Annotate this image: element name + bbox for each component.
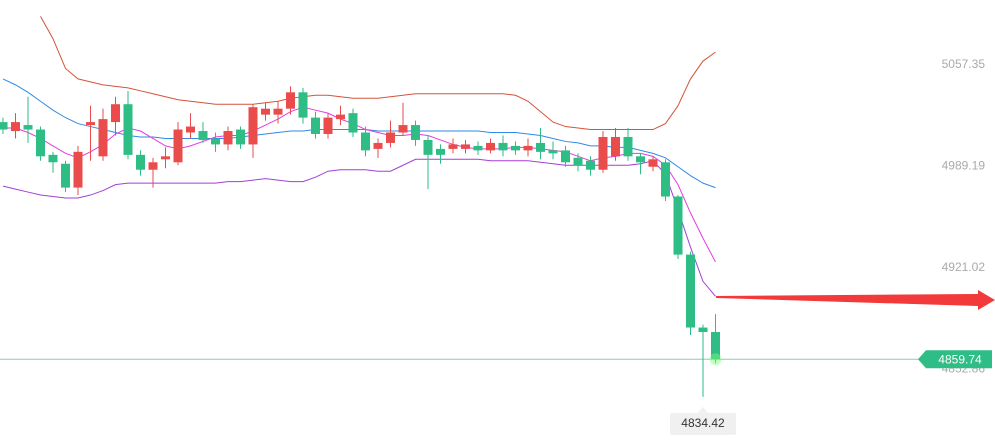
labels: 5057.354989.194921.024852.864859.744834.… (670, 57, 992, 435)
candle-body (673, 196, 683, 255)
candle-body (298, 92, 308, 118)
candle-body (561, 150, 570, 163)
candle-body (598, 136, 608, 170)
low-label: 4834.42 (681, 416, 725, 430)
candle-body (23, 125, 33, 130)
low-label-pointer (698, 406, 708, 413)
candle-body (236, 129, 245, 145)
candle-body (661, 162, 670, 197)
candle-body (186, 126, 195, 133)
candle-body (86, 122, 95, 126)
candle-body (373, 142, 383, 149)
candle-body (461, 144, 470, 149)
candle-body (536, 142, 545, 152)
candle-body (386, 132, 395, 143)
candle-body (498, 142, 508, 151)
candle-body (223, 131, 233, 145)
candle-body (198, 131, 208, 140)
candle-body (548, 150, 558, 154)
candle-body (173, 129, 183, 163)
candle-body (698, 327, 708, 333)
candle-body (61, 163, 70, 188)
last-price-label: 4859.74 (938, 352, 982, 366)
candle-body (623, 136, 633, 157)
candle-body (211, 138, 220, 145)
candle-body (36, 129, 45, 157)
candle-body (311, 117, 320, 134)
low-label-box (670, 412, 736, 435)
overlay-line (3, 106, 716, 263)
candle-body (398, 125, 408, 133)
candle-body (248, 107, 258, 145)
candle-body (573, 157, 583, 166)
candle-body (48, 154, 58, 163)
arrow-shape (716, 290, 995, 310)
overlays (0, 16, 925, 360)
candle-body (286, 92, 295, 109)
candle-body (611, 136, 620, 157)
candle-body (98, 119, 108, 157)
grid (975, 64, 980, 370)
candle-body (11, 122, 20, 132)
candle-body (448, 144, 458, 149)
y-tick-label: 4921.02 (942, 260, 986, 274)
candle-body (636, 156, 645, 163)
candle-body (711, 332, 720, 360)
arrow (716, 290, 995, 310)
candle-body (323, 117, 333, 134)
candle-body (411, 125, 420, 140)
y-tick-label: 4989.19 (942, 159, 986, 173)
candle-body (361, 132, 370, 151)
candle-body (486, 142, 495, 151)
last-price-glow (709, 353, 722, 366)
candle-body (261, 108, 270, 115)
candle-body (161, 156, 170, 160)
candle-body (273, 108, 283, 115)
overlay-line (2, 78, 716, 189)
candle-body (511, 145, 520, 151)
y-tick-label: 5057.35 (942, 57, 986, 71)
candle-body (586, 160, 595, 170)
candle-body (686, 254, 695, 328)
candle-body (473, 145, 483, 151)
candle-body (111, 104, 120, 123)
candle-body (648, 159, 658, 167)
candle-body (73, 151, 83, 188)
candle-body (423, 139, 433, 155)
candle-body (436, 148, 445, 155)
candle-body (136, 154, 145, 170)
candles (0, 86, 722, 397)
overlay-line (40, 16, 716, 131)
last-price-tag (918, 350, 992, 369)
candle-body (148, 162, 158, 170)
overlay-line (2, 158, 716, 297)
candle-body (336, 114, 345, 120)
candle-body (0, 122, 8, 130)
candle-body (523, 145, 533, 151)
candle-body (348, 113, 358, 133)
candle-body (123, 104, 133, 155)
